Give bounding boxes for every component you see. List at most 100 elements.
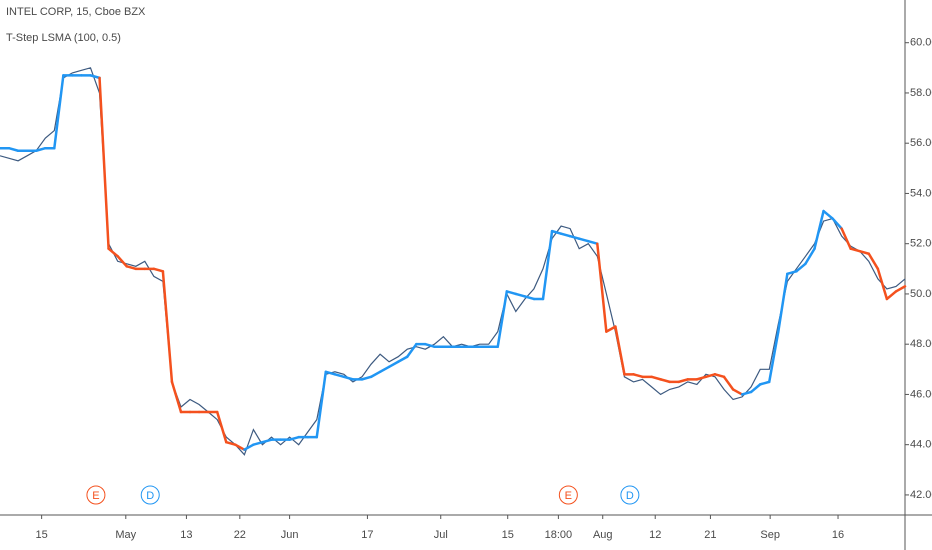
lsma-segment <box>659 378 671 384</box>
x-tick-label: 17 <box>361 529 373 541</box>
lsma-segment <box>424 342 436 348</box>
lsma-segment <box>740 390 753 396</box>
lsma-segment <box>677 378 690 384</box>
lsma-segment <box>505 290 518 296</box>
lsma-segment <box>107 247 119 258</box>
x-tick-label: Jun <box>281 529 299 541</box>
lsma-segment <box>632 373 644 379</box>
lsma-segment <box>867 252 880 271</box>
lsma-segment <box>514 292 527 298</box>
lsma-segment <box>387 360 400 369</box>
lsma-segment <box>523 295 536 301</box>
lsma-segment <box>53 74 65 150</box>
x-tick-label: Aug <box>593 529 613 541</box>
y-tick-label: 58.00 <box>910 87 932 99</box>
lsma-segment <box>288 435 300 441</box>
lsma-segment <box>749 383 762 394</box>
lsma-segment <box>378 365 391 374</box>
lsma-segment <box>559 232 572 238</box>
lsma-segment <box>695 375 708 381</box>
lsma-segment <box>577 237 590 243</box>
lsma-segment <box>731 388 744 396</box>
x-tick-label: 13 <box>180 529 192 541</box>
x-tick-label: 16 <box>832 529 844 541</box>
lsma-segment <box>252 440 264 446</box>
lsma-segment <box>333 373 346 379</box>
event-label: D <box>146 490 154 502</box>
x-tick-label: 18:00 <box>545 529 573 541</box>
indicator-label: T-Step LSMA (100, 0.5) <box>6 32 121 44</box>
event-marker <box>140 485 160 505</box>
y-tick-label: 42.00 <box>910 489 932 501</box>
y-tick-label: 48.00 <box>910 338 932 350</box>
lsma-segment <box>858 249 871 255</box>
lsma-segment <box>795 262 807 273</box>
y-tick-label: 52.00 <box>910 238 932 250</box>
lsma-segment <box>804 247 816 266</box>
chart-title: INTEL CORP, 15, Cboe BZX <box>6 6 146 18</box>
lsma-segment <box>722 375 735 391</box>
lsma-segment <box>34 146 47 152</box>
lsma-segment <box>777 272 789 333</box>
lsma-segment <box>713 373 726 379</box>
lsma-segment <box>813 209 825 250</box>
lsma-segment <box>704 373 717 379</box>
lsma-segment <box>7 146 20 152</box>
lsma-segment <box>243 443 255 451</box>
lsma-segment <box>568 234 581 240</box>
x-tick-label: Jul <box>434 529 448 541</box>
lsma-segment <box>894 285 907 293</box>
lsma-segment <box>89 74 101 80</box>
event-label: D <box>626 490 634 502</box>
lsma-segment <box>152 267 165 273</box>
lsma-segment <box>849 247 861 253</box>
lsma-segment <box>170 380 183 414</box>
event-marker <box>620 485 640 505</box>
lsma-segment <box>324 370 337 376</box>
y-tick-label: 46.00 <box>910 388 932 400</box>
lsma-segment <box>396 355 409 364</box>
lsma-segment <box>550 229 563 235</box>
lsma-segment <box>315 370 328 439</box>
lsma-segment <box>406 342 418 358</box>
lsma-segment <box>161 270 174 384</box>
lsma-segment <box>234 443 246 451</box>
x-tick-label: 12 <box>649 529 661 541</box>
lsma-segment <box>116 255 128 268</box>
lsma-segment <box>876 267 889 301</box>
lsma-segment <box>587 239 599 245</box>
lsma-segment <box>885 290 898 301</box>
event-label: E <box>92 490 99 502</box>
x-tick-label: 15 <box>502 529 514 541</box>
lsma-segment <box>596 242 608 333</box>
x-tick-label: 15 <box>36 529 48 541</box>
lsma-segment <box>342 375 355 381</box>
lsma-segment <box>225 440 237 446</box>
lsma-segment <box>496 290 509 348</box>
lsma-segment <box>605 325 617 333</box>
y-tick-label: 44.00 <box>910 439 932 451</box>
event-marker <box>558 485 578 505</box>
y-tick-label: 50.00 <box>910 288 932 300</box>
y-tick-label: 56.00 <box>910 137 932 149</box>
lsma-segment <box>541 229 554 301</box>
lsma-segment <box>768 330 780 384</box>
event-label: E <box>565 490 572 502</box>
lsma-segment <box>758 380 771 386</box>
event-marker <box>86 485 106 505</box>
x-tick-label: Sep <box>760 529 780 541</box>
lsma-segment <box>822 209 834 220</box>
lsma-segment <box>840 227 852 250</box>
lsma-segment <box>650 375 662 381</box>
lsma-segment <box>831 217 843 230</box>
x-tick-label: 21 <box>704 529 716 541</box>
lsma-segment <box>98 76 110 250</box>
lsma-segment <box>614 325 626 376</box>
lsma-segment <box>261 438 273 444</box>
x-tick-label: May <box>115 529 136 541</box>
lsma-segment <box>125 265 137 271</box>
x-tick-label: 22 <box>234 529 246 541</box>
lsma-segment <box>360 375 373 381</box>
